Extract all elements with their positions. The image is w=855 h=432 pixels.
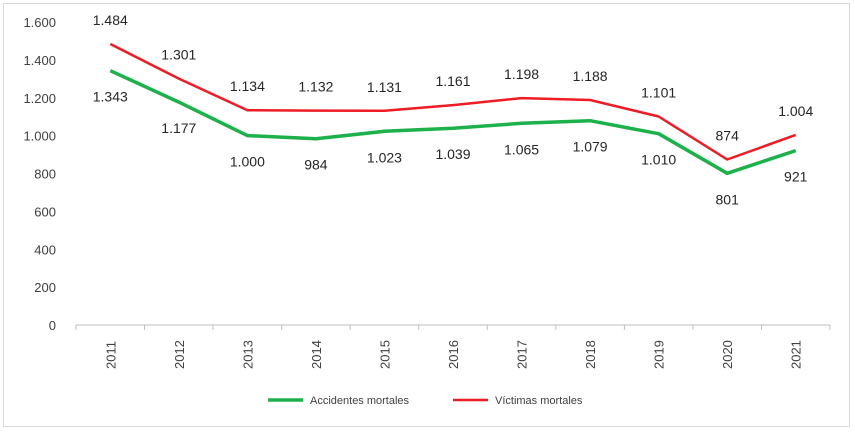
y-tick-label: 1.400 (23, 53, 56, 68)
x-tick-label: 2013 (240, 340, 255, 369)
series-line (109, 42, 797, 161)
y-tick-label: 200 (34, 280, 56, 295)
x-tick-label: 2020 (720, 340, 735, 369)
data-label: 1.004 (778, 103, 813, 119)
data-label: 1.484 (93, 12, 128, 28)
x-tick-label: 2014 (309, 340, 324, 369)
data-label: 1.301 (161, 47, 196, 63)
series-layer (109, 42, 797, 176)
data-label: 801 (716, 191, 740, 207)
data-label: 1.198 (504, 66, 539, 82)
x-tick-label: 2016 (446, 340, 461, 369)
data-label-layer: 1.484 1.301 1.134 1.132 1.131 1.161 1.198 1.188… (93, 12, 814, 207)
data-label: 1.343 (93, 89, 128, 105)
axis-layer: 0 200 400 600 800 1.000 1.200 1.400 1.600 2011 201… (23, 15, 831, 369)
data-label: 1.039 (435, 146, 470, 162)
y-tick-label: 0 (49, 318, 56, 333)
x-tick-label: 2011 (103, 341, 118, 369)
data-label: 1.101 (641, 84, 676, 100)
x-tick-label: 2021 (789, 340, 804, 369)
y-tick-label: 600 (34, 204, 56, 219)
data-label: 1.065 (504, 141, 539, 157)
data-label: 1.161 (435, 73, 470, 89)
data-label: 1.177 (161, 120, 196, 136)
y-tick-label: 800 (34, 167, 56, 182)
x-tick-label: 2015 (377, 340, 392, 369)
y-tick-label: 1.000 (23, 129, 56, 144)
legend-label: Víctimas mortales (495, 395, 583, 407)
data-label: 1.079 (573, 139, 608, 155)
data-label: 1.131 (367, 79, 402, 95)
data-label: 1.132 (298, 79, 333, 95)
legend-label: Accidentes mortales (310, 395, 410, 407)
data-label: 984 (304, 157, 328, 173)
data-label: 1.000 (230, 154, 265, 170)
legend: Accidentes mortales Víctimas mortales (268, 395, 583, 407)
data-label: 1.134 (230, 78, 265, 94)
y-tick-label: 1.200 (23, 91, 56, 106)
data-label: 1.188 (573, 68, 608, 84)
data-label: 1.010 (641, 152, 676, 168)
series-line (109, 69, 797, 176)
y-tick-label: 400 (34, 242, 56, 257)
data-label: 874 (716, 127, 740, 143)
x-tick-label: 2019 (652, 340, 667, 369)
x-tick-label: 2017 (515, 340, 530, 369)
chart-frame (3, 3, 850, 427)
data-label: 921 (784, 169, 808, 185)
x-tick-label: 2012 (172, 340, 187, 369)
x-tick-label: 2018 (583, 340, 598, 369)
y-tick-label: 1.600 (23, 15, 56, 30)
data-label: 1.023 (367, 149, 402, 165)
